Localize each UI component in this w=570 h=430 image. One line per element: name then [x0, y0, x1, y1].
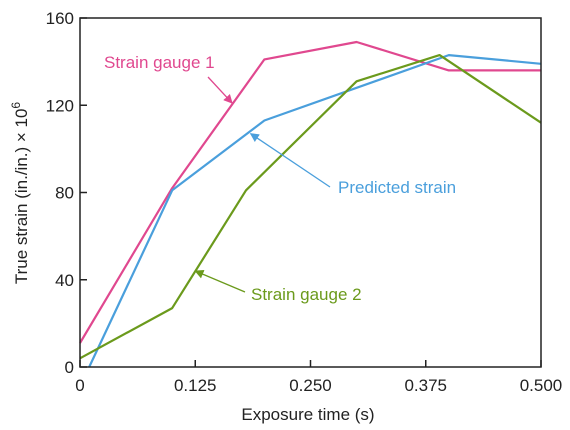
series-line-strain-gauge-2 — [79, 53, 542, 360]
y-axis-label: True strain (in./in.) × 106 — [9, 102, 31, 285]
series-layer — [79, 40, 542, 368]
y-tick-label: 120 — [46, 96, 74, 115]
annotation-label: Strain gauge 1 — [104, 53, 215, 72]
ticks-layer: 0 0.125 0.250 0.375 0.500 0 40 80 120 160 — [46, 9, 563, 395]
y-axis-label-exponent: 6 — [9, 102, 23, 109]
x-tick-label: 0.250 — [289, 376, 332, 395]
x-tick-label: 0.125 — [174, 376, 217, 395]
y-tick-label: 160 — [46, 9, 74, 28]
y-tick-label: 0 — [65, 358, 74, 377]
annotation-arrow — [207, 76, 233, 104]
x-axis-label: Exposure time (s) — [241, 405, 374, 424]
annotation-label: Predicted strain — [338, 178, 456, 197]
annotation-label: Strain gauge 2 — [251, 285, 362, 304]
y-axis-label-main: True strain (in./in.) × 10 — [12, 109, 31, 285]
x-tick-label: 0.500 — [520, 376, 563, 395]
y-tick-label: 80 — [55, 184, 74, 203]
annotation-arrow — [194, 270, 246, 293]
y-tick-label: 40 — [55, 271, 74, 290]
x-tick-label: 0 — [75, 376, 84, 395]
annotation-arrow — [249, 133, 331, 188]
series-line-predicted-strain — [88, 53, 542, 368]
annotation-layer: Strain gauge 1 Predicted strain Strain gau… — [104, 53, 456, 304]
x-tick-label: 0.375 — [404, 376, 447, 395]
